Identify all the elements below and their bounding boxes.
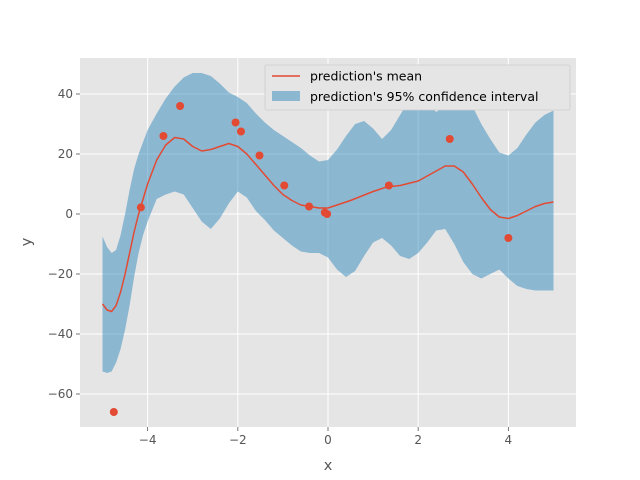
- x-axis-ticks: −4 −2 0 2 4: [139, 427, 512, 447]
- legend-box: [264, 64, 571, 111]
- y-tick-label: 0: [65, 207, 73, 221]
- y-axis-ticks: −60 −40 −20 0 20 40: [48, 87, 80, 401]
- observation-point: [504, 234, 513, 242]
- y-tick-label: 40: [58, 87, 73, 101]
- observation-point: [231, 118, 240, 127]
- mean-line-layer: [101, 136, 554, 313]
- x-tick-label: 2: [414, 433, 422, 447]
- observation-point: [323, 210, 332, 218]
- y-tick-label: −40: [48, 327, 73, 341]
- observation-point: [176, 102, 185, 110]
- legend-band-label: prediction's 95% confidence interval: [310, 89, 538, 104]
- observation-point: [280, 181, 289, 190]
- x-axis-label: x: [324, 458, 333, 474]
- y-tick-label: −20: [48, 267, 73, 281]
- legend-mean-label: prediction's mean: [310, 69, 422, 84]
- y-tick-label: 20: [58, 147, 73, 161]
- x-tick-label: −4: [139, 433, 157, 447]
- observation-point: [236, 127, 245, 136]
- mean-line: [101, 136, 554, 313]
- x-tick-label: −2: [229, 433, 247, 447]
- observation-point: [109, 408, 118, 416]
- y-tick-label: −60: [48, 387, 73, 401]
- legend: prediction's mean prediction's 95% confi…: [264, 64, 571, 111]
- legend-band-swatch: [272, 91, 300, 101]
- y-axis-label: y: [19, 237, 35, 246]
- observation-point: [255, 151, 264, 160]
- x-tick-label: 0: [324, 433, 332, 447]
- observation-point: [384, 181, 393, 190]
- observations-layer: [109, 102, 513, 416]
- observation-point: [159, 132, 168, 140]
- observation-point: [445, 135, 454, 143]
- x-tick-label: 4: [505, 433, 513, 447]
